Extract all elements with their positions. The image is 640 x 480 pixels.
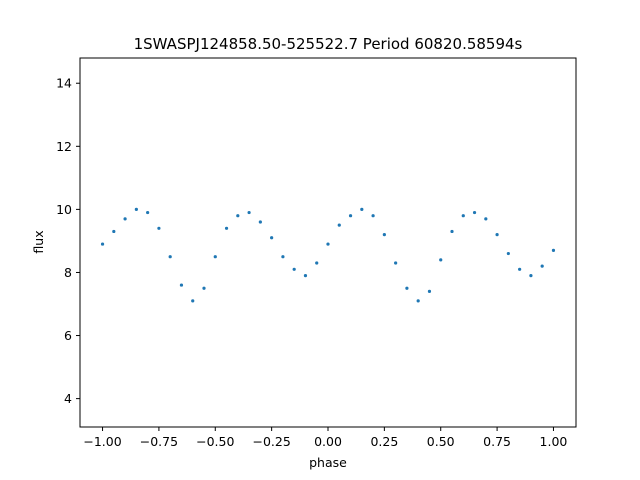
data-point [506,251,510,256]
data-point [472,210,477,215]
x-tick-label: −1.00 [83,434,121,449]
data-point [270,236,274,240]
data-point [146,210,150,215]
data-point [337,223,341,227]
data-point [258,220,262,224]
x-tick-label: −0.50 [196,434,234,449]
data-point [123,217,127,221]
data-point [157,226,161,230]
x-axis-label: phase [309,455,347,470]
data-point [303,274,308,278]
y-tick-label: 8 [64,265,72,280]
data-point [360,207,364,211]
data-point [100,242,105,246]
data-point [247,210,251,215]
data-point [168,255,172,259]
data-point [281,255,285,259]
y-axis-label: flux [31,230,46,253]
data-point [348,214,353,218]
chart-title: 1SWASPJ124858.50-525522.7 Period 60820.5… [134,35,523,53]
data-point [529,274,533,278]
y-tick-label: 12 [56,139,72,154]
data-point [518,267,522,271]
data-point [439,258,443,262]
scatter-points [100,207,556,303]
data-point [371,214,375,218]
data-point [427,289,432,293]
data-point [292,267,296,271]
x-tick-label: 1.00 [540,434,568,449]
y-tick-label: 6 [64,328,72,343]
y-tick-label: 4 [64,391,72,406]
data-point [191,299,195,303]
data-point [224,226,229,230]
data-point [405,286,409,290]
data-point [484,217,488,221]
data-point [236,214,240,218]
data-point [213,255,217,259]
x-tick-label: 0.25 [370,434,398,449]
x-tick-label: 0.50 [427,434,455,449]
x-tick-label: 0.75 [483,434,511,449]
x-tick-label: −0.75 [140,434,178,449]
data-point [202,286,206,290]
data-point [394,261,398,265]
data-point [326,242,330,246]
x-tick-label: 0.00 [314,434,342,449]
y-tick-label: 14 [56,76,72,91]
data-point [450,229,454,234]
data-point [315,261,319,265]
data-point [112,229,116,234]
data-point [540,264,544,268]
x-tick-label: −0.25 [252,434,290,449]
data-point [551,248,556,252]
data-point [382,233,386,237]
data-point [134,207,138,211]
y-tick-label: 10 [56,202,72,217]
y-axis: 4 6 8 10 12 14 [56,76,80,406]
x-axis: −1.00 −0.75 −0.50 −0.25 0.00 0.25 0.50 0.75 1.00 [83,427,567,449]
data-point [461,214,465,218]
data-point [495,233,499,237]
data-point [179,283,184,287]
data-point [416,299,420,303]
